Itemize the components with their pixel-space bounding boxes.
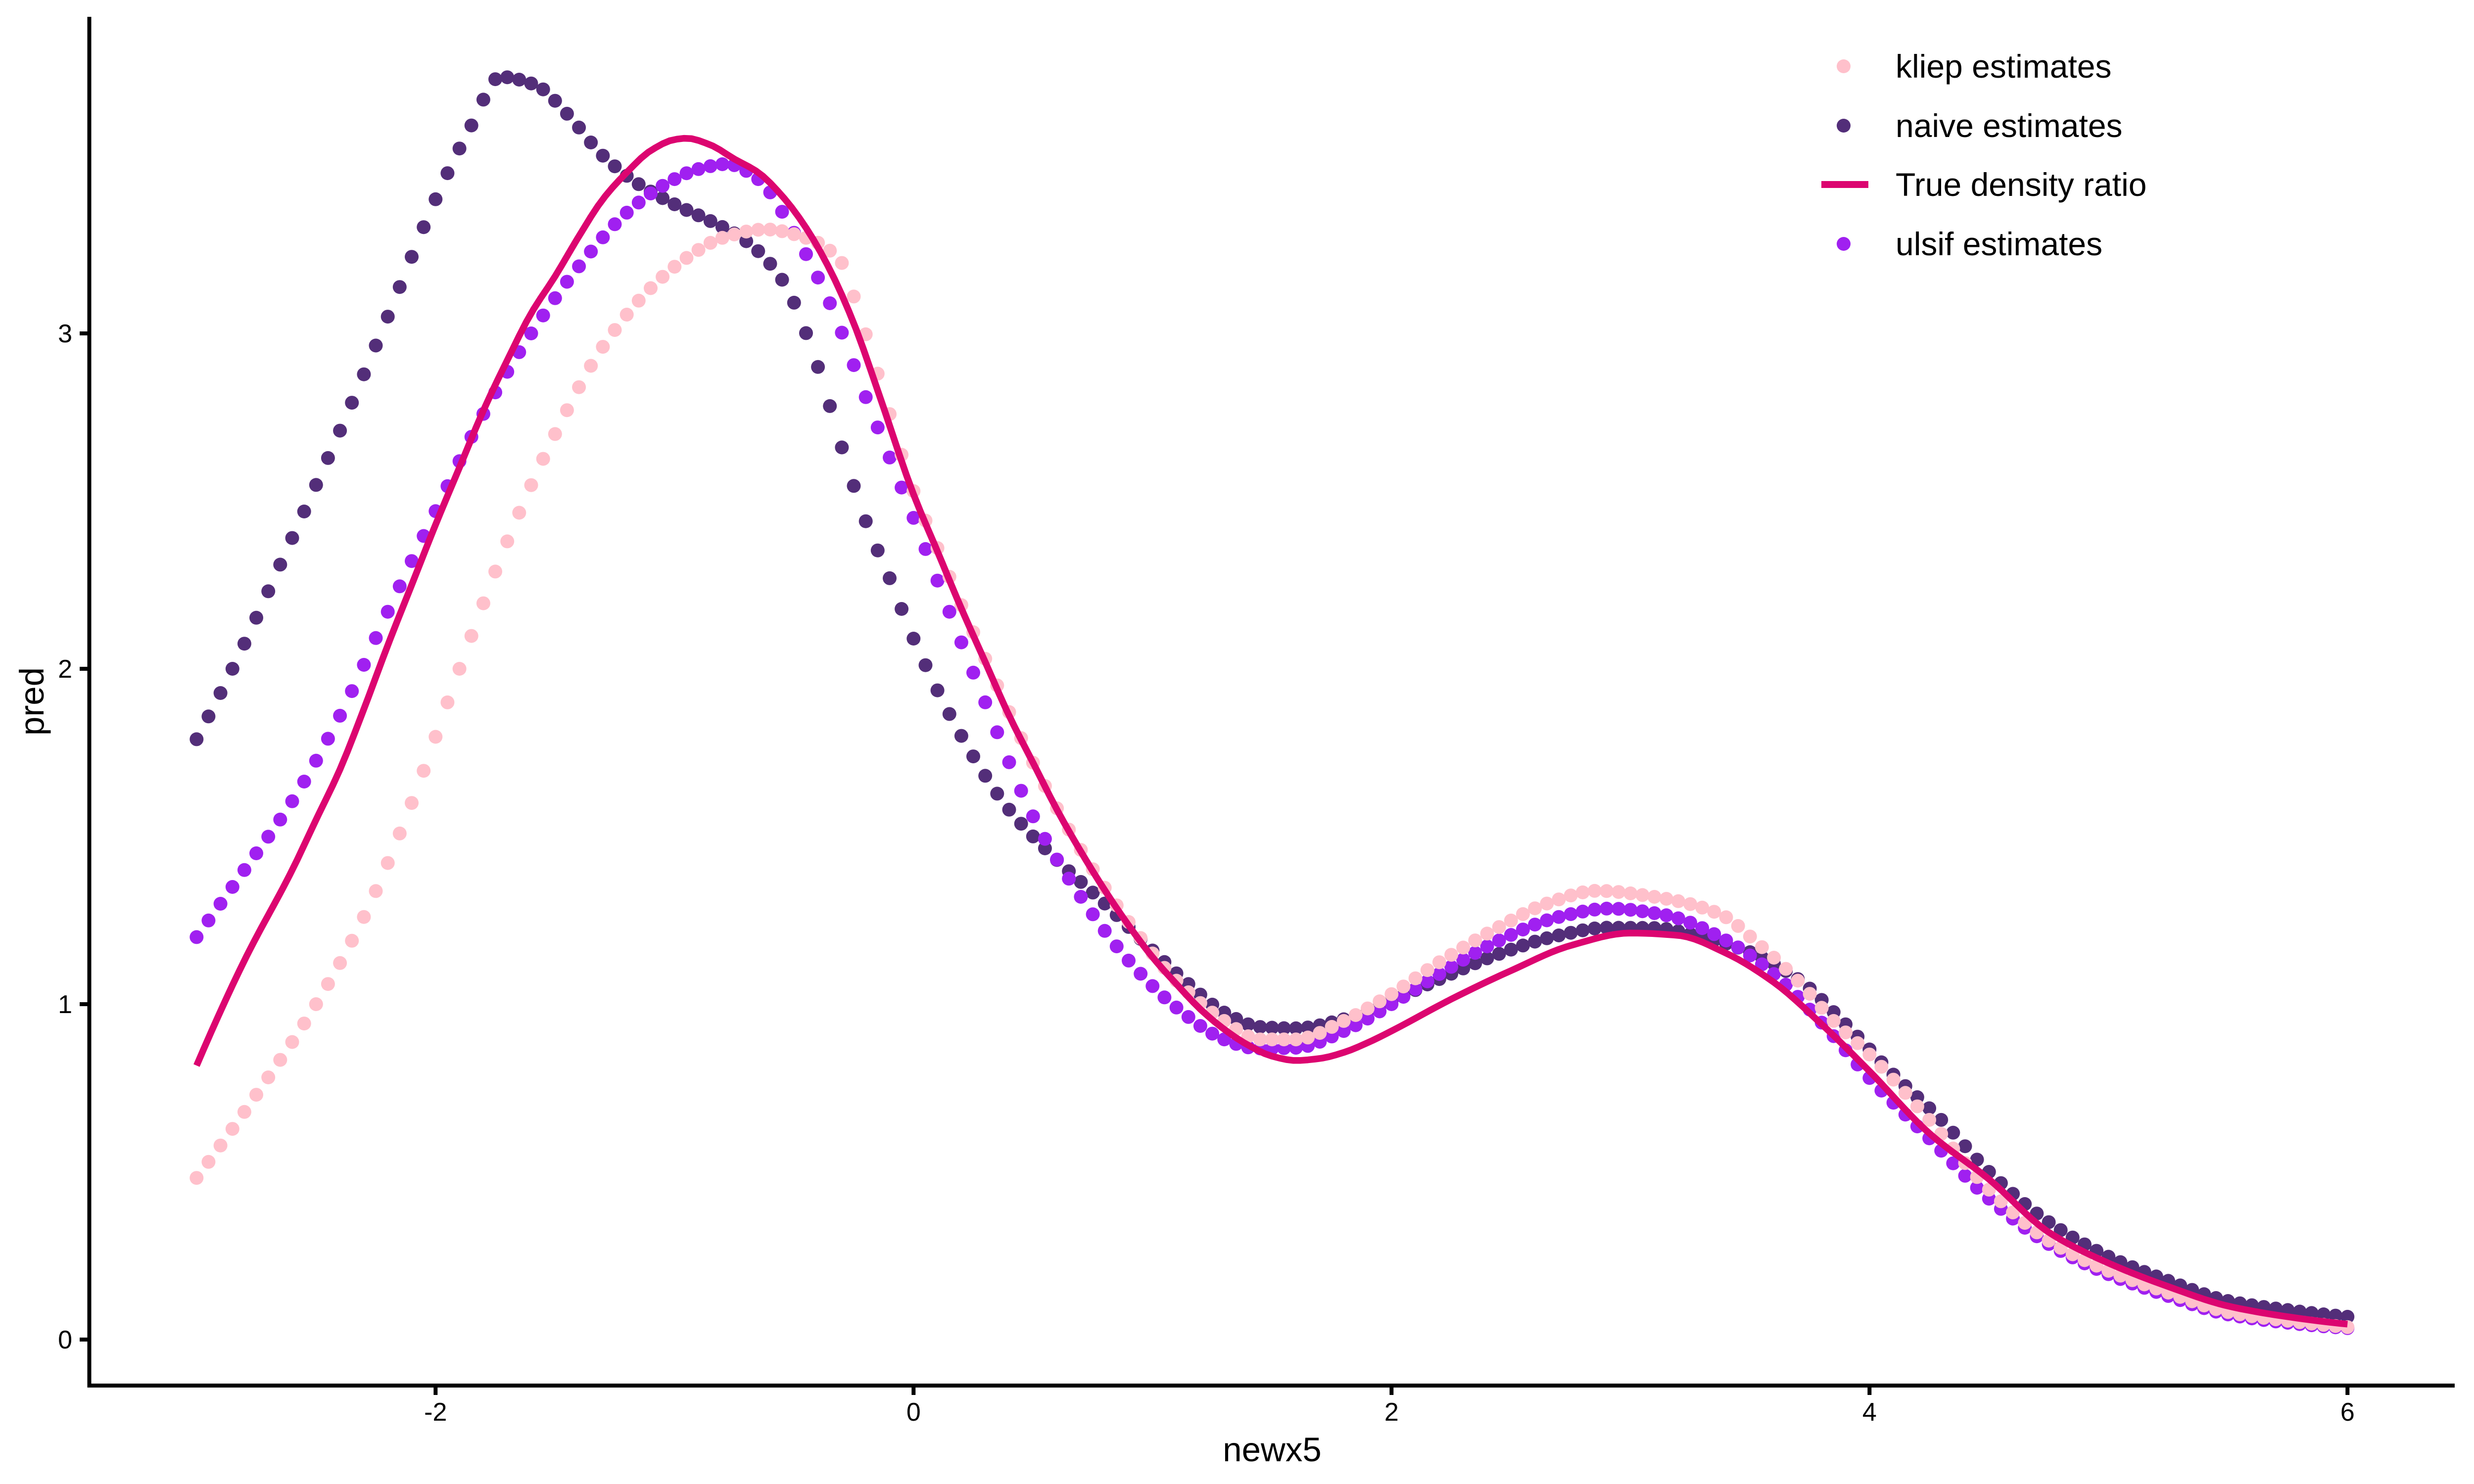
svg-text:4: 4 <box>1862 1398 1877 1427</box>
svg-text:6: 6 <box>2340 1398 2355 1427</box>
svg-text:0: 0 <box>58 1326 72 1354</box>
svg-text:2: 2 <box>58 655 72 684</box>
svg-text:3: 3 <box>58 320 72 348</box>
svg-text:True density ratio: True density ratio <box>1896 166 2146 203</box>
svg-text:0: 0 <box>906 1398 921 1427</box>
svg-text:-2: -2 <box>424 1398 447 1427</box>
svg-text:kliep estimates: kliep estimates <box>1896 48 2112 85</box>
svg-text:1: 1 <box>58 990 72 1019</box>
svg-text:ulsif estimates: ulsif estimates <box>1896 226 2102 262</box>
svg-text:pred: pred <box>13 667 51 736</box>
svg-text:naive estimates: naive estimates <box>1896 107 2123 144</box>
svg-text:newx5: newx5 <box>1223 1431 1321 1469</box>
svg-text:2: 2 <box>1384 1398 1399 1427</box>
